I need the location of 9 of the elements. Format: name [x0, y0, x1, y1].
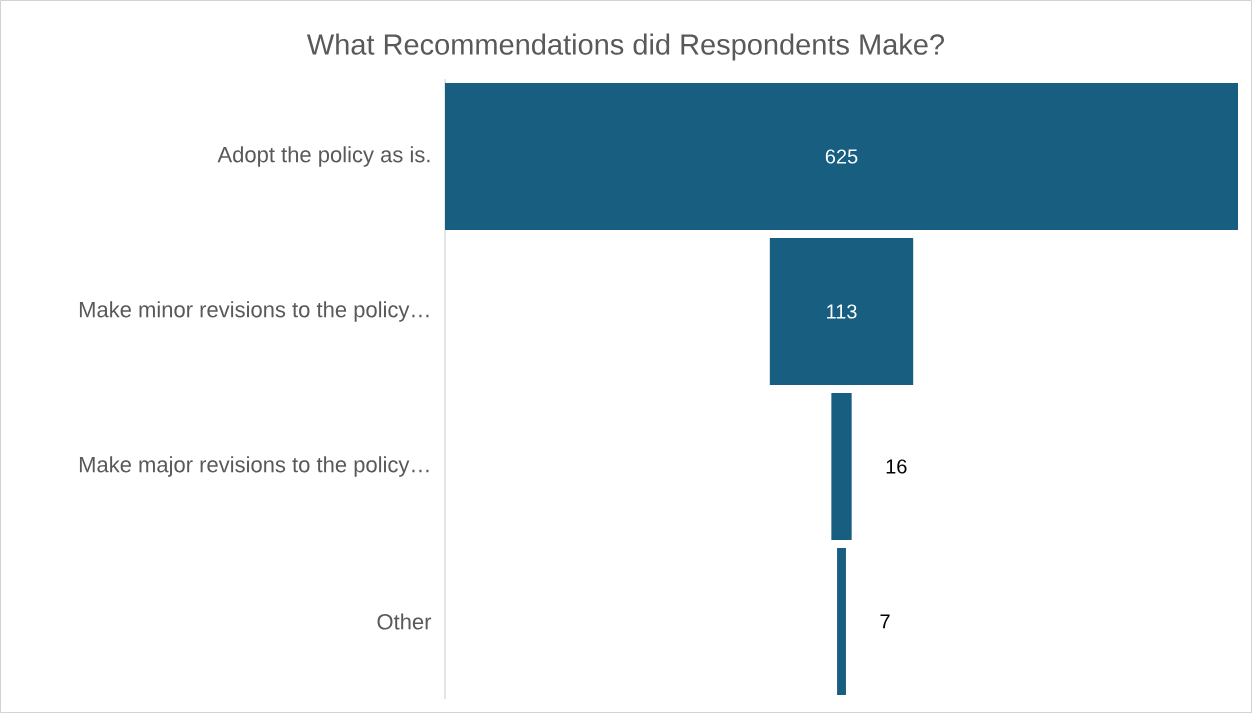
data-label: 625: [825, 149, 858, 164]
data-label: 7: [880, 614, 890, 629]
category-label: Other: [377, 613, 432, 630]
category-label: Adopt the policy as is.: [217, 146, 430, 167]
data-label: 113: [827, 304, 857, 319]
data-label: 16: [886, 459, 907, 474]
category-label: Make minor revisions to the policy…: [79, 301, 429, 322]
text: What Recommendations did Respondents Make?: [306, 33, 944, 61]
category-label: Make major revisions to the policy…: [79, 456, 429, 477]
